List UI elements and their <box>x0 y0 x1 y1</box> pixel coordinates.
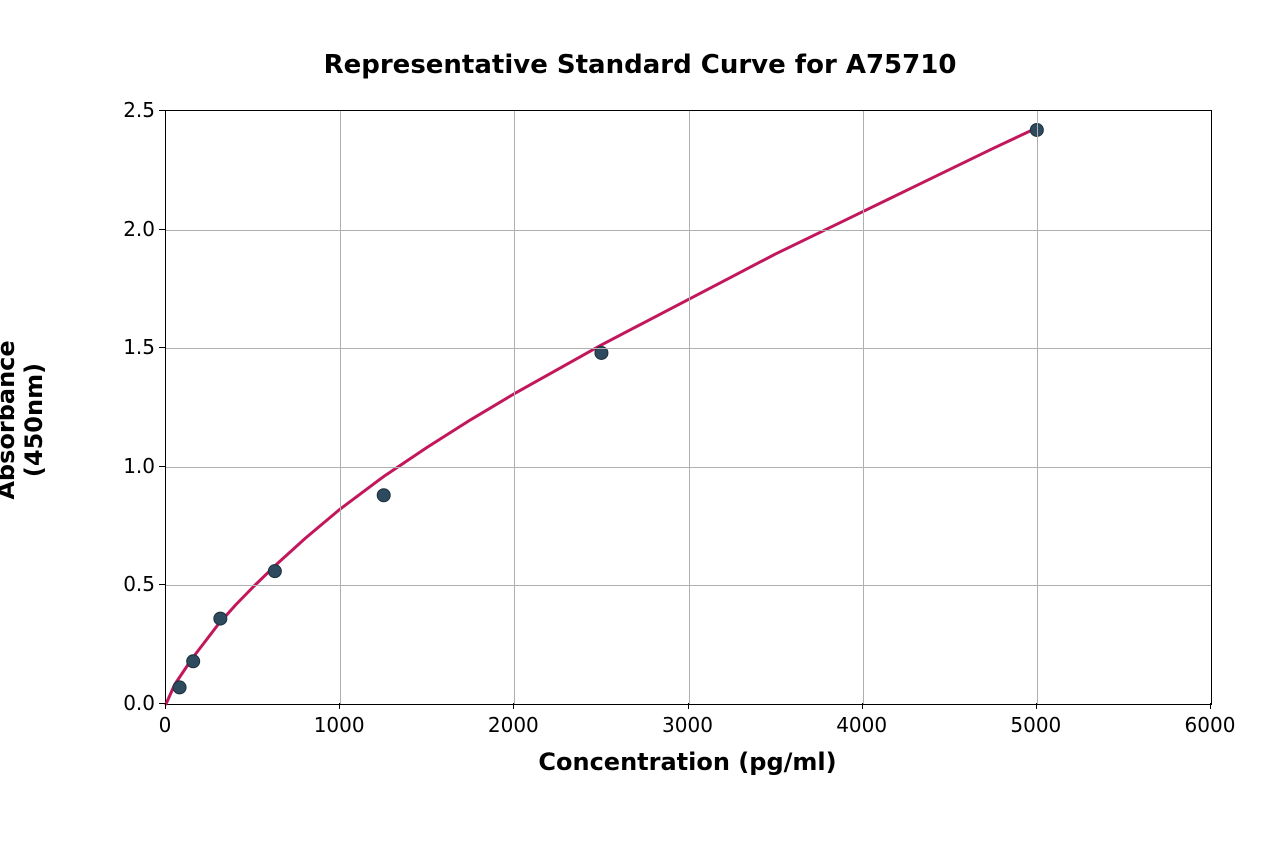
data-point-marker <box>187 655 200 668</box>
grid-line-horizontal <box>166 348 1211 349</box>
grid-line-horizontal <box>166 230 1211 231</box>
plot-area <box>165 110 1212 705</box>
y-tick-label: 2.0 <box>115 217 155 241</box>
grid-line-vertical <box>1037 111 1038 704</box>
x-tick-label: 6000 <box>1185 713 1236 737</box>
y-tick-mark <box>159 229 165 230</box>
x-tick-mark <box>165 703 166 709</box>
data-point-marker <box>214 612 227 625</box>
x-tick-mark <box>1036 703 1037 709</box>
y-tick-mark <box>159 347 165 348</box>
x-tick-label: 3000 <box>662 713 713 737</box>
x-tick-label: 5000 <box>1010 713 1061 737</box>
chart-container: Representative Standard Curve for A75710… <box>0 0 1280 845</box>
y-tick-mark <box>159 584 165 585</box>
y-tick-label: 1.0 <box>115 454 155 478</box>
y-tick-mark <box>159 110 165 111</box>
y-tick-label: 1.5 <box>115 335 155 359</box>
chart-title: Representative Standard Curve for A75710 <box>0 50 1280 80</box>
x-tick-mark <box>688 703 689 709</box>
grid-line-vertical <box>340 111 341 704</box>
y-tick-label: 2.5 <box>115 98 155 122</box>
y-tick-mark <box>159 703 165 704</box>
x-tick-label: 0 <box>159 713 172 737</box>
data-point-marker <box>268 565 281 578</box>
x-tick-mark <box>339 703 340 709</box>
grid-line-horizontal <box>166 467 1211 468</box>
data-point-marker <box>173 681 186 694</box>
curve-line <box>166 128 1037 704</box>
x-tick-label: 4000 <box>836 713 887 737</box>
grid-line-vertical <box>514 111 515 704</box>
x-tick-label: 2000 <box>488 713 539 737</box>
y-tick-mark <box>159 466 165 467</box>
x-axis-label: Concentration (pg/ml) <box>528 748 848 776</box>
y-tick-label: 0.5 <box>115 572 155 596</box>
x-tick-label: 1000 <box>314 713 365 737</box>
data-point-marker <box>377 489 390 502</box>
grid-line-horizontal <box>166 585 1211 586</box>
y-axis-label: Absorbance (450nm) <box>0 280 48 560</box>
x-tick-mark <box>862 703 863 709</box>
grid-line-vertical <box>689 111 690 704</box>
x-tick-mark <box>1210 703 1211 709</box>
y-tick-label: 0.0 <box>115 691 155 715</box>
x-tick-mark <box>513 703 514 709</box>
grid-line-vertical <box>863 111 864 704</box>
